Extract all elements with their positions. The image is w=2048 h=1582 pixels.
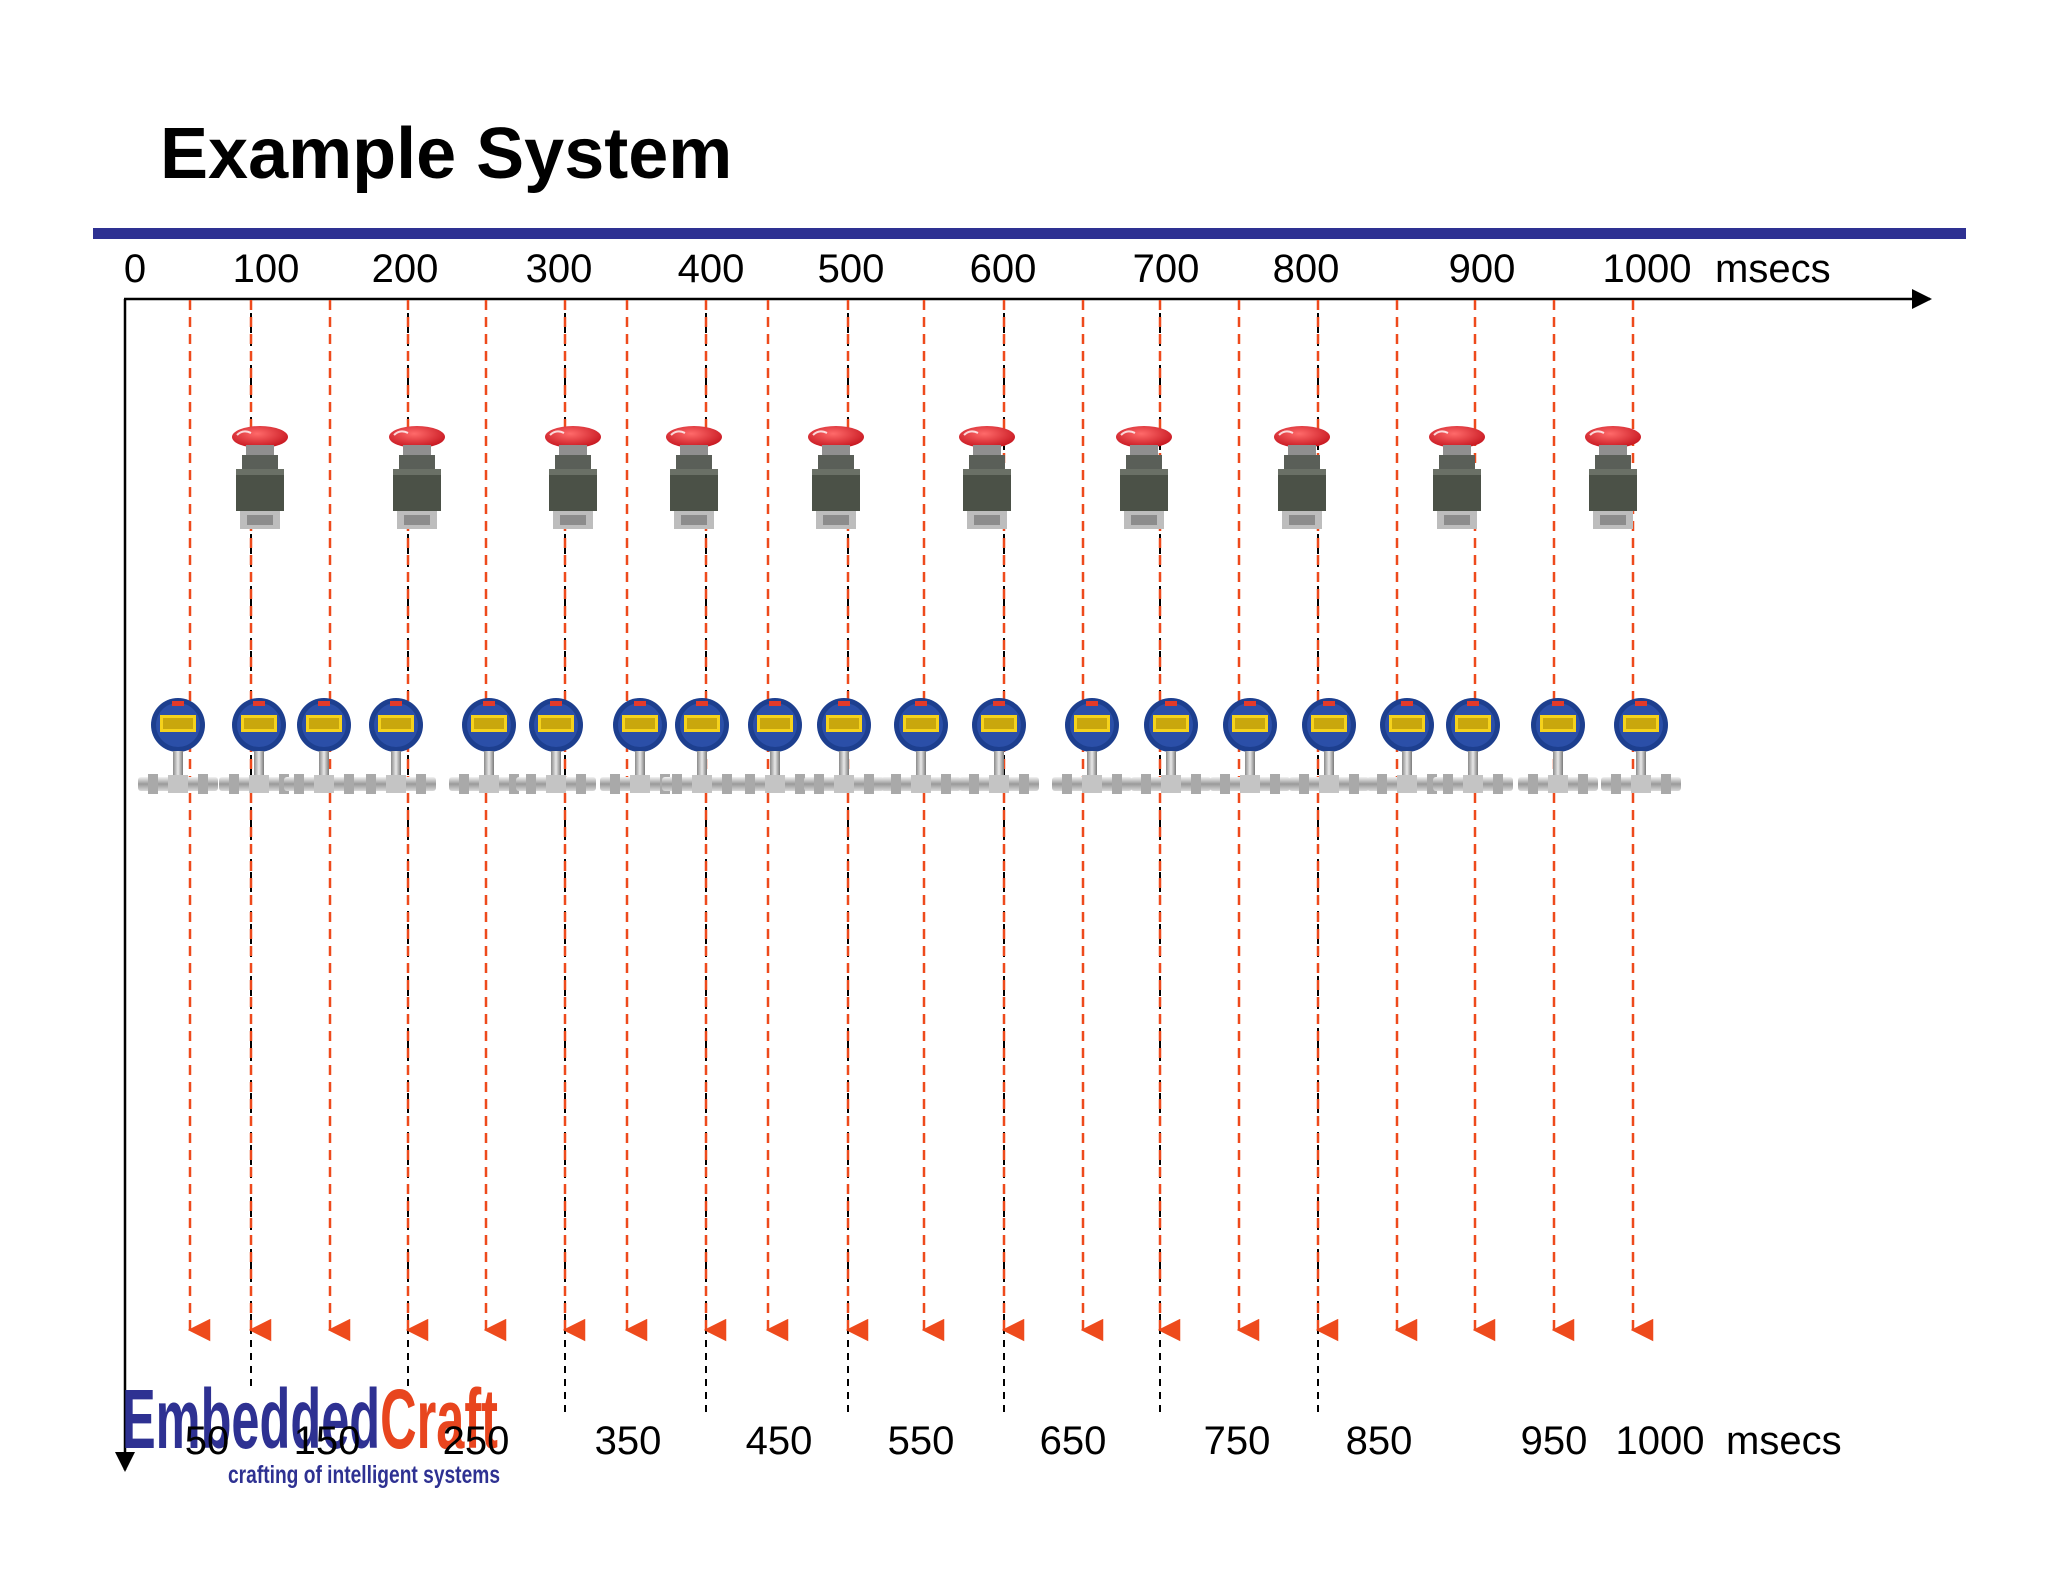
top-tick-label: 700 bbox=[1133, 247, 1200, 291]
emergency-stop-button-icon bbox=[807, 425, 865, 530]
top-tick-label: 900 bbox=[1449, 247, 1516, 291]
bottom-tick-label: 750 bbox=[1204, 1419, 1271, 1463]
bottom-tick-label: 850 bbox=[1346, 1419, 1413, 1463]
pressure-sensor-icon bbox=[284, 698, 364, 794]
top-axis-unit: msecs bbox=[1715, 247, 1831, 291]
emergency-stop-button-icon bbox=[1584, 425, 1642, 530]
emergency-stop-button-icon bbox=[958, 425, 1016, 530]
pressure-sensor-icon bbox=[1433, 698, 1513, 794]
page-title: Example System bbox=[160, 114, 733, 194]
title-rule bbox=[93, 228, 1966, 239]
emergency-stop-button-icon bbox=[665, 425, 723, 530]
pressure-sensor-icon bbox=[959, 698, 1039, 794]
top-tick-label: 400 bbox=[678, 247, 745, 291]
bottom-tick-label: 250 bbox=[443, 1419, 510, 1463]
top-tick-label: 1000 bbox=[1603, 247, 1692, 291]
pressure-sensor-icon bbox=[1289, 698, 1369, 794]
pressure-sensor-icon bbox=[516, 698, 596, 794]
pressure-sensor-icon bbox=[138, 698, 218, 794]
bottom-tick-label: 1000 bbox=[1616, 1419, 1705, 1463]
emergency-stop-button-icon bbox=[388, 425, 446, 530]
bottom-axis-unit: msecs bbox=[1726, 1419, 1842, 1463]
bottom-tick-label: 650 bbox=[1040, 1419, 1107, 1463]
bottom-tick-label: 450 bbox=[746, 1419, 813, 1463]
bottom-axis-labels: 50 150 250 350 450 550 650 750 850 950 1000 bbox=[185, 1419, 1705, 1463]
top-tick-label: 100 bbox=[233, 247, 300, 291]
pressure-sensor-icon bbox=[1052, 698, 1132, 794]
pressure-sensor-icon bbox=[881, 698, 961, 794]
emergency-stop-button-icon bbox=[544, 425, 602, 530]
pressure-sensor-icon bbox=[735, 698, 815, 794]
emergency-stop-button-icon bbox=[231, 425, 289, 530]
svg-text:EmbeddedCraft: EmbeddedCraft bbox=[122, 1372, 498, 1466]
pressure-sensor-icon bbox=[1518, 698, 1598, 794]
pressure-sensor-icon bbox=[1131, 698, 1211, 794]
pressure-sensor-icon bbox=[662, 698, 742, 794]
logo-text-embedded: Embedded bbox=[122, 1372, 380, 1466]
top-tick-label: 600 bbox=[970, 247, 1037, 291]
pressure-sensor-icon bbox=[1601, 698, 1681, 794]
bottom-tick-label: 550 bbox=[888, 1419, 955, 1463]
top-tick-label: 800 bbox=[1273, 247, 1340, 291]
bottom-tick-label: 350 bbox=[595, 1419, 662, 1463]
emergency-buttons bbox=[231, 425, 1642, 530]
axes bbox=[115, 289, 1932, 1472]
top-tick-label: 0 bbox=[124, 247, 146, 291]
pressure-sensor-icon bbox=[804, 698, 884, 794]
pressure-sensors bbox=[138, 698, 1681, 794]
pressure-sensor-icon bbox=[1210, 698, 1290, 794]
embeddedcraft-logo: EmbeddedCraft crafting of intelligent sy… bbox=[122, 1372, 500, 1489]
emergency-stop-button-icon bbox=[1115, 425, 1173, 530]
bottom-tick-label: 150 bbox=[294, 1419, 361, 1463]
top-tick-label: 300 bbox=[526, 247, 593, 291]
emergency-stop-button-icon bbox=[1273, 425, 1331, 530]
top-axis-labels: 0 100 200 300 400 500 600 700 800 900 1000 bbox=[124, 247, 1692, 291]
emergency-stop-button-icon bbox=[1428, 425, 1486, 530]
pressure-sensor-icon bbox=[356, 698, 436, 794]
top-tick-label: 500 bbox=[818, 247, 885, 291]
logo-text-craft: Craft bbox=[380, 1372, 498, 1466]
bottom-tick-label: 50 bbox=[185, 1419, 230, 1463]
logo-tagline: crafting of intelligent systems bbox=[228, 1461, 500, 1489]
bottom-tick-label: 950 bbox=[1521, 1419, 1588, 1463]
top-tick-label: 200 bbox=[372, 247, 439, 291]
